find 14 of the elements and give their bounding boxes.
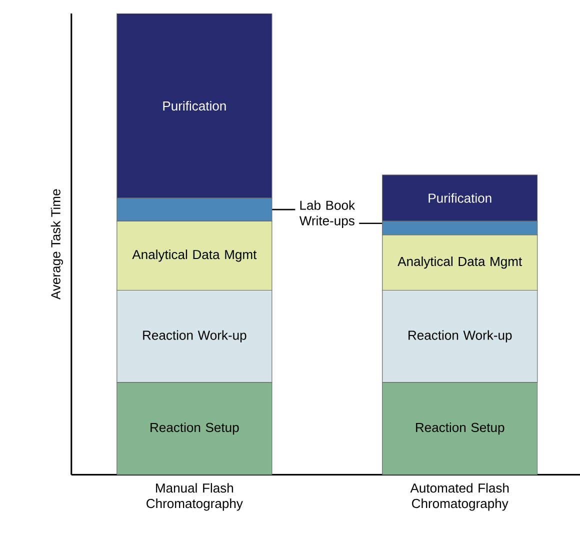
text: Reaction Setup <box>416 422 504 435</box>
series-label: Reaction Work-up <box>143 330 246 343</box>
text: Analytical Data Mgmt <box>132 250 257 262</box>
text: Reaction Work-up <box>408 330 512 343</box>
series-label: Purification <box>428 193 492 203</box>
bar <box>116 382 272 475</box>
x-tick-label: Automated Flash Chromatography <box>410 483 509 511</box>
text: Purification <box>163 101 226 111</box>
series-label: Reaction Setup <box>150 422 239 435</box>
x-tick-label: Manual Flash Chromatography <box>146 483 243 511</box>
bar <box>382 382 538 475</box>
y-axis-title: Average Task Time <box>50 189 63 300</box>
text: Lab Book Write-ups <box>299 200 356 228</box>
series-label: Analytical Data Mgmt <box>398 256 522 269</box>
